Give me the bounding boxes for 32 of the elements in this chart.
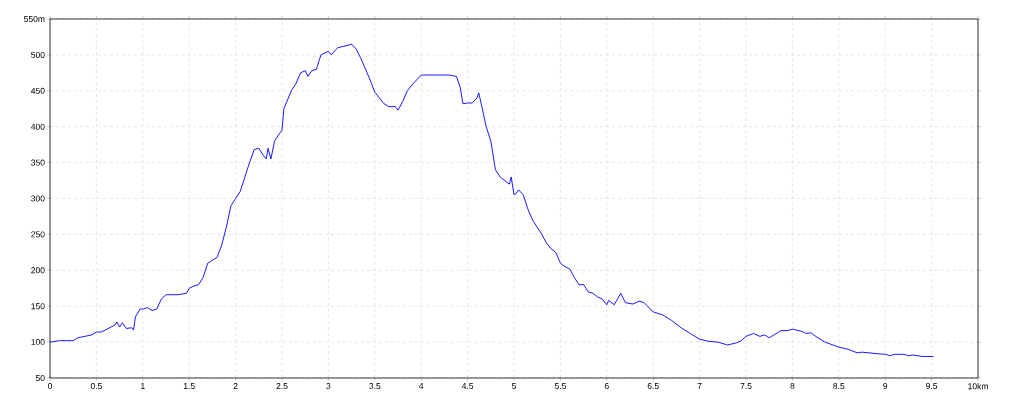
x-tick-label: 1.5 xyxy=(183,383,195,389)
y-tick-label: 500 xyxy=(31,51,45,58)
x-tick-label: 7 xyxy=(697,383,702,389)
x-tick-label: 3.5 xyxy=(369,383,381,390)
y-tick-label: 100 xyxy=(31,339,45,346)
x-tick-label: 9.5 xyxy=(926,383,938,390)
x-tick-label: 4 xyxy=(419,383,424,389)
x-tick-label: 6 xyxy=(604,383,609,390)
x-tick-label: 1 xyxy=(141,383,145,389)
x-tick-label: 5.5 xyxy=(554,383,566,389)
x-tick-label: 9 xyxy=(883,383,888,390)
x-tick-label: 10km xyxy=(968,383,988,390)
x-tick-label: 7.5 xyxy=(740,383,752,389)
x-tick-label: 8 xyxy=(790,383,795,390)
x-tick-label: 5 xyxy=(511,383,517,389)
x-tick-label: 6.5 xyxy=(647,383,659,390)
x-tick-label: 8.5 xyxy=(833,383,845,390)
y-tick-label: 450 xyxy=(30,87,45,94)
y-tick-label: 50 xyxy=(35,374,45,381)
x-tick-label: 4.5 xyxy=(461,383,474,389)
y-tick-label: 550m xyxy=(24,15,45,22)
x-tick-label: 2.5 xyxy=(276,383,288,390)
y-tick-label: 400 xyxy=(30,123,45,130)
x-tick-label: 0.5 xyxy=(90,383,102,390)
y-tick-label: 350 xyxy=(31,159,45,166)
y-tick-label: 250 xyxy=(31,231,45,238)
x-tick-label: 3 xyxy=(326,383,331,390)
y-tick-label: 200 xyxy=(31,267,45,274)
x-tick-label: 2 xyxy=(233,383,238,389)
y-tick-label: 300 xyxy=(31,195,45,202)
x-tick-label: 0 xyxy=(47,383,53,390)
y-tick-label: 150 xyxy=(31,303,45,310)
